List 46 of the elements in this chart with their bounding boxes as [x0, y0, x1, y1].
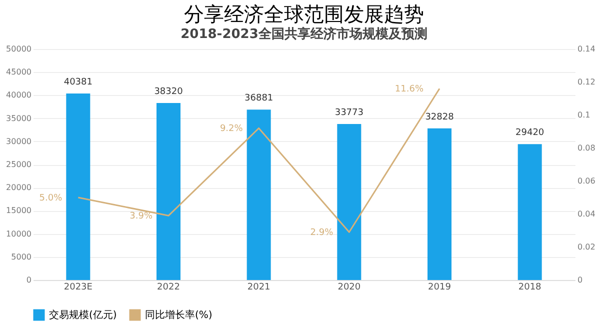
y2-tick-label: 0.02 — [578, 242, 596, 252]
data-label: 2.9% — [310, 228, 334, 238]
y2-tick-label: 0 — [578, 276, 583, 284]
bar — [66, 93, 90, 280]
y2-tick-label: 0.08 — [578, 144, 596, 152]
y-tick-label: 45000 — [6, 68, 32, 77]
y-tick-label: 40000 — [6, 90, 32, 100]
data-label: 32828 — [425, 112, 454, 122]
y-tick-label: 50000 — [6, 44, 32, 54]
y2-tick-label: 0.06 — [578, 176, 596, 186]
chart-title: 分享经济全球范围发展趋势 — [184, 2, 424, 26]
bar — [156, 102, 180, 280]
y2-tick-label: 0.14 — [578, 44, 596, 54]
y-tick-label: 30000 — [6, 136, 32, 146]
x-tick-label: 2019 — [428, 282, 452, 292]
data-label: 36881 — [244, 94, 274, 104]
data-label: 3.9% — [130, 212, 153, 222]
x-tick-label: 2020 — [338, 282, 361, 292]
data-label: 11.6% — [394, 84, 424, 95]
x-tick-label: 2021 — [247, 282, 270, 292]
data-label: 5.0% — [39, 194, 63, 204]
y-tick-label: 25000 — [6, 160, 32, 169]
bar — [246, 110, 271, 280]
bar — [518, 144, 542, 280]
bar — [428, 128, 452, 280]
y-tick-label: 20000 — [6, 183, 32, 192]
legend-label: 同比增长率(%) — [145, 309, 212, 321]
x-tick-label: 2022 — [157, 282, 180, 292]
data-label: 29420 — [516, 128, 544, 138]
x-tick-label: 2023E — [64, 282, 93, 292]
y-tick-label: 5000 — [11, 252, 32, 262]
y-tick-label: 0 — [26, 276, 32, 284]
y2-tick-label: 0.1 — [578, 110, 590, 120]
legend-label: 交易规模(亿元) — [49, 309, 117, 321]
chart-subtitle: 2018-2023全国共享经济市场规模及预测 — [180, 26, 428, 42]
data-label: 38320 — [154, 86, 184, 97]
y2-tick-label: 0.12 — [578, 78, 596, 86]
x-tick-label: 2018 — [518, 282, 542, 292]
bar — [337, 124, 362, 280]
y-tick-label: 35000 — [6, 114, 32, 123]
data-label: 40381 — [64, 77, 92, 88]
y-tick-label: 10000 — [6, 229, 32, 238]
y-tick-label: 15000 — [6, 206, 32, 216]
data-label: 9.2% — [220, 124, 244, 134]
y2-tick-label: 0.04 — [578, 210, 596, 218]
data-label: 33773 — [334, 108, 364, 118]
